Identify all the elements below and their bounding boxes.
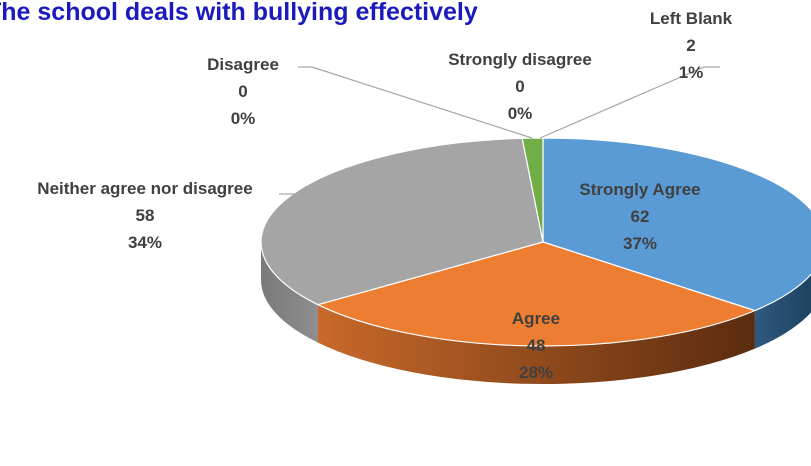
slice-value-label: 58 xyxy=(135,206,155,225)
slice-category-label: Strongly Agree xyxy=(579,180,701,199)
slice-percent-label: 28% xyxy=(518,363,554,382)
slice-value-label: 48 xyxy=(526,336,546,355)
pie-slice xyxy=(542,137,811,312)
leader-line xyxy=(298,66,533,139)
slice-category-label: Disagree xyxy=(207,55,279,74)
pie-slice-side xyxy=(317,304,755,384)
slice-category-label: Agree xyxy=(511,309,561,328)
pie-slice xyxy=(260,137,544,306)
slice-percent-label: 0% xyxy=(507,104,533,123)
pie-slice-side xyxy=(754,274,811,349)
leader-line xyxy=(539,66,720,139)
slice-percent-label: 34% xyxy=(127,233,163,252)
slice-data-label: Agree 48 28% xyxy=(512,305,560,386)
slice-category-label: Strongly disagree xyxy=(448,50,592,69)
slice-value-label: 0 xyxy=(515,77,525,96)
pie-slice xyxy=(316,241,757,347)
slice-percent-label: 1% xyxy=(678,63,704,82)
pie-slice-side xyxy=(261,242,318,343)
slice-category-label: Neither agree nor disagree xyxy=(37,179,253,198)
slice-value-label: 2 xyxy=(686,36,696,55)
slice-data-label: Disagree 0 0% xyxy=(207,51,279,132)
slice-data-label: Strongly Agree 62 37% xyxy=(579,176,700,257)
slice-percent-label: 0% xyxy=(230,109,256,128)
slice-value-label: 62 xyxy=(630,207,650,226)
pie-slice xyxy=(521,137,544,243)
slice-category-label: Left Blank xyxy=(649,9,733,28)
slice-data-label: Strongly disagree 0 0% xyxy=(448,46,592,127)
slice-data-label: Neither agree nor disagree 58 34% xyxy=(37,175,252,256)
slice-value-label: 0 xyxy=(238,82,248,101)
slice-data-label: Left Blank 2 1% xyxy=(650,5,732,86)
leader-line xyxy=(279,185,308,195)
chart-title: The school deals with bullying effective… xyxy=(0,0,478,26)
slice-percent-label: 37% xyxy=(622,234,658,253)
